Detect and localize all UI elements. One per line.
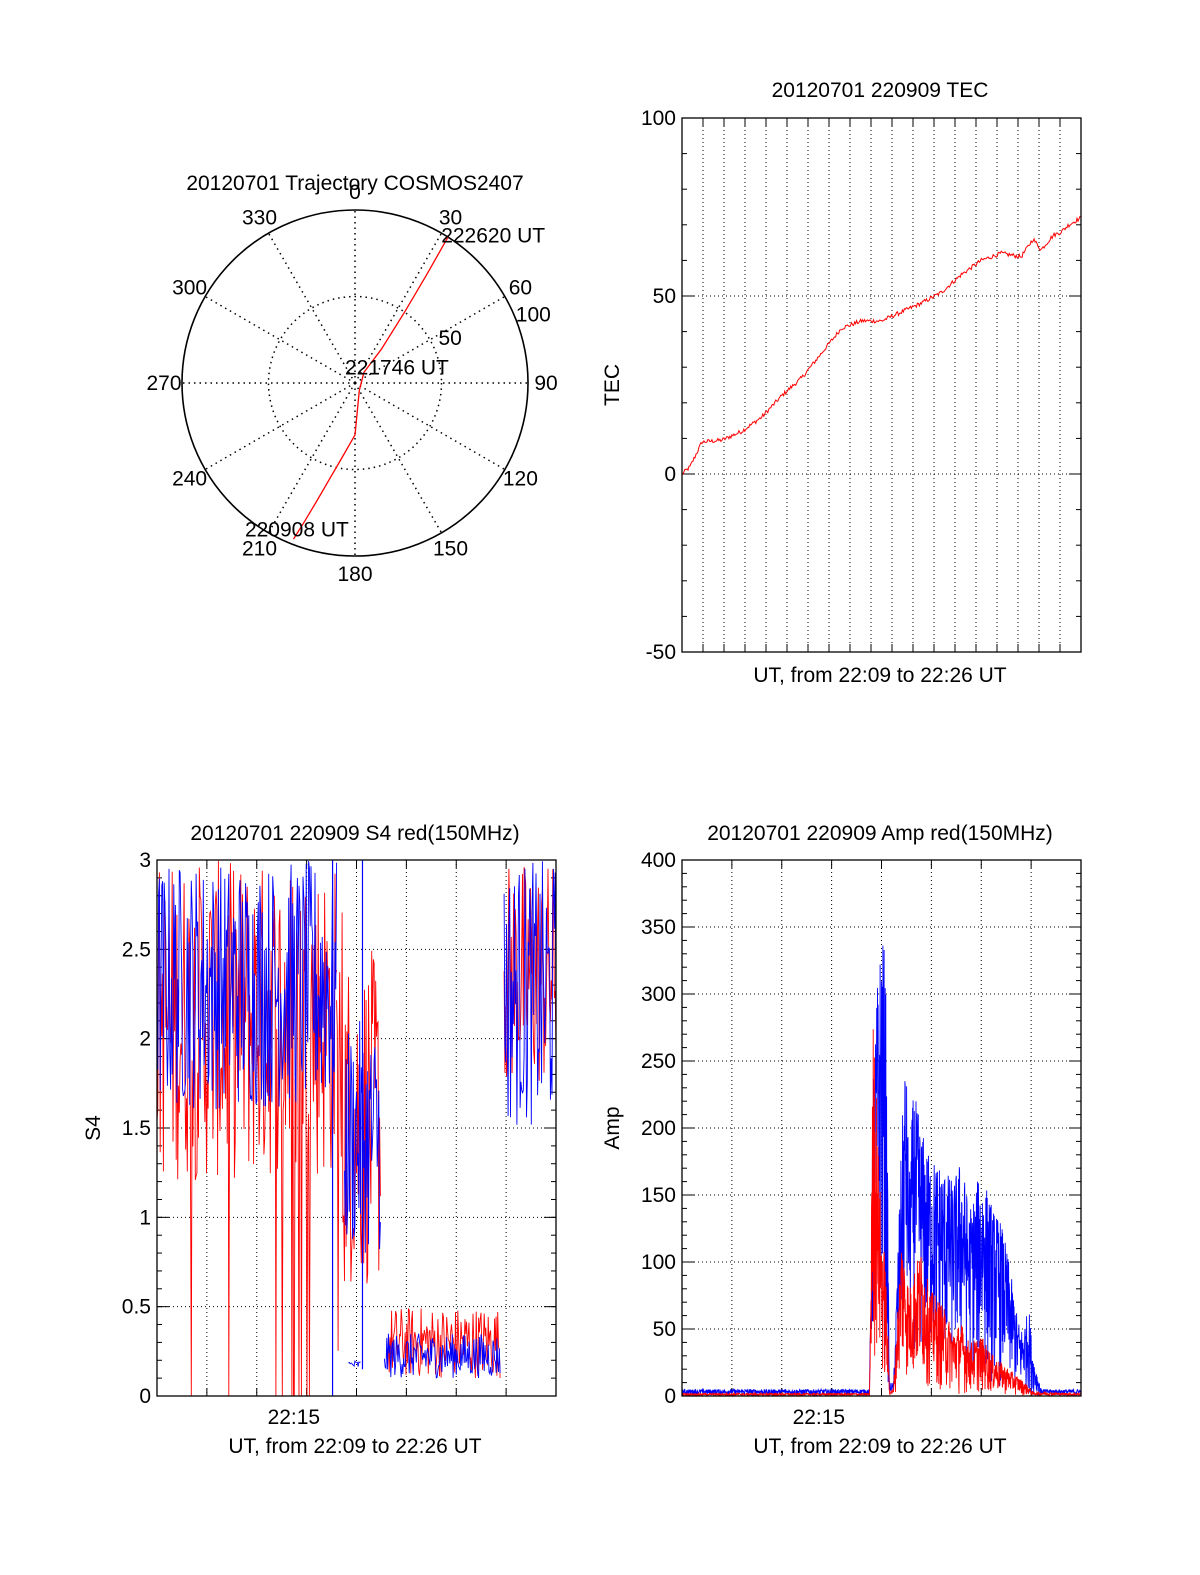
y-tick-label: 100	[641, 107, 676, 130]
y-tick-label: 50	[653, 285, 676, 308]
y-tick-label: 1	[139, 1206, 151, 1229]
tec-series-line	[681, 215, 1081, 475]
s4-marks: 0 0.5 1 1.5 2 2.5 3 22:15	[122, 849, 557, 1429]
polar-spoke	[204, 295, 356, 384]
trajectory-line	[292, 236, 449, 540]
polar-marks: 222620 UT 221746 UT 220908 UT	[245, 224, 545, 541]
trajectory-point-label: 221746 UT	[345, 356, 449, 379]
s4-ylabel: S4	[82, 1115, 105, 1141]
polar-azimuth-label: 150	[433, 537, 468, 560]
tec-chart: 20120701 220909 TEC UT, from 22:09 to 22…	[601, 79, 1082, 687]
y-tick-label: -50	[646, 641, 676, 664]
trajectory-polar-chart: 20120701 Trajectory COSMOS2407 0 30 60 90 12…	[146, 172, 557, 586]
polar-azimuth-label: 240	[172, 468, 207, 491]
polar-radial-label: 50	[438, 327, 461, 350]
s4-xlabel: UT, from 22:09 to 22:26 UT	[228, 1435, 481, 1458]
y-tick-label: 250	[641, 1050, 676, 1073]
plot-frame	[156, 859, 557, 1397]
polar-radial-label: 100	[516, 303, 551, 326]
y-tick-label: 0	[664, 463, 676, 486]
amp-chart: 20120701 220909 Amp red(150MHz) UT, from…	[601, 822, 1082, 1458]
polar-spoke	[354, 382, 443, 534]
y-tick-label: 1.5	[122, 1117, 151, 1140]
polar-spoke	[204, 382, 356, 471]
y-tick-label: 50	[653, 1318, 676, 1341]
amp-ylabel: Amp	[601, 1106, 624, 1149]
plot-frame	[681, 859, 1082, 1397]
y-tick-label: 0	[139, 1385, 151, 1408]
amp-marks: 0 50 100 150 200 250 300 350 400 22:15	[641, 849, 1082, 1429]
polar-azimuth-label: 60	[509, 277, 532, 300]
trajectory-title: 20120701 Trajectory COSMOS2407	[186, 172, 523, 195]
red-amp-series-line	[681, 1029, 1082, 1398]
polar-ring-50	[267, 295, 443, 471]
polar-azimuth-label: 30	[439, 207, 462, 230]
amp-title: 20120701 220909 Amp red(150MHz)	[707, 822, 1053, 845]
y-tick-label: 300	[641, 983, 676, 1006]
polar-spoke	[354, 295, 506, 384]
y-tick-label: 100	[641, 1251, 676, 1274]
polar-grid: 0 30 60 90 120 150 180 210 240 270 300 330 50 100	[146, 181, 557, 586]
tec-title: 20120701 220909 TEC	[772, 79, 989, 102]
plot-frame	[681, 117, 1082, 653]
s4-chart: 20120701 220909 S4 red(150MHz) UT, from …	[82, 822, 557, 1458]
trajectory-point-label: 222620 UT	[441, 224, 545, 247]
polar-azimuth-label: 120	[503, 468, 538, 491]
polar-spoke	[267, 382, 356, 534]
polar-azimuth-label: 330	[242, 207, 277, 230]
polar-spoke	[354, 382, 506, 471]
polar-azimuth-label: 90	[534, 372, 557, 395]
polar-azimuth-label: 210	[242, 537, 277, 560]
tec-xlabel: UT, from 22:09 to 22:26 UT	[753, 664, 1006, 687]
polar-outer-circle	[181, 209, 529, 557]
polar-spoke	[354, 232, 443, 384]
amp-xlabel: UT, from 22:09 to 22:26 UT	[753, 1435, 1006, 1458]
tec-marks: -50 0 50 100	[641, 107, 1082, 664]
blue-amp-series-line	[681, 945, 1082, 1398]
polar-azimuth-label: 180	[337, 563, 372, 586]
y-tick-label: 0.5	[122, 1296, 151, 1319]
y-tick-label: 200	[641, 1117, 676, 1140]
y-tick-label: 150	[641, 1184, 676, 1207]
polar-azimuth-label: 300	[172, 277, 207, 300]
polar-azimuth-label: 270	[146, 372, 181, 395]
x-tick-label: 22:15	[268, 1406, 321, 1429]
y-tick-label: 3	[139, 849, 151, 872]
y-tick-label: 0	[664, 1385, 676, 1408]
x-tick-label: 22:15	[793, 1406, 846, 1429]
polar-azimuth-label: 0	[349, 181, 361, 204]
s4-title: 20120701 220909 S4 red(150MHz)	[190, 822, 519, 845]
y-tick-label: 350	[641, 916, 676, 939]
tec-ylabel: TEC	[601, 364, 624, 406]
y-tick-label: 2.5	[122, 938, 151, 961]
y-tick-label: 2	[139, 1028, 151, 1051]
trajectory-point-label: 220908 UT	[245, 519, 349, 542]
y-tick-label: 400	[641, 849, 676, 872]
polar-spoke	[267, 232, 356, 384]
